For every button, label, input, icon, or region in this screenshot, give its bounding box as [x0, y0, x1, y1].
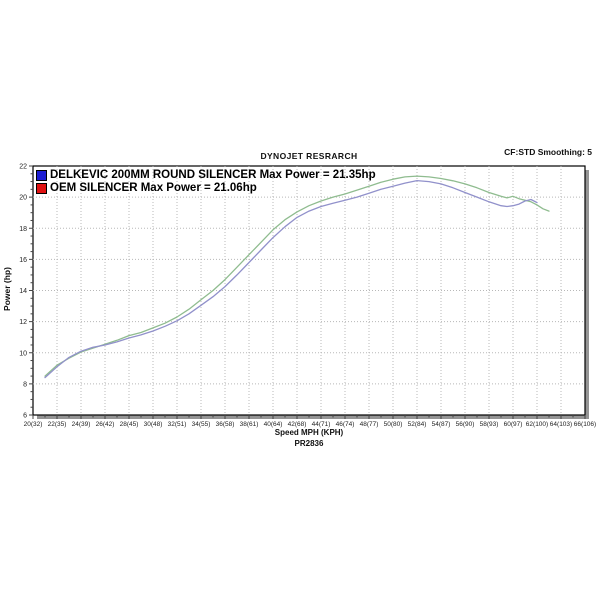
y-tick-label: 16 [19, 257, 27, 264]
correction-smoothing-label: CF:STD Smoothing: 5 [504, 147, 592, 157]
x-tick-label: 26(42) [96, 421, 115, 428]
x-tick-label: 66(106) [574, 421, 596, 428]
x-tick-label: 48(77) [360, 421, 379, 428]
x-tick-label: 56(90) [456, 421, 475, 428]
y-tick-label: 10 [19, 350, 27, 357]
x-tick-label: 58(93) [480, 421, 499, 428]
power-curve-delkevic [44, 175, 550, 377]
x-tick-label: 42(68) [288, 421, 307, 428]
x-tick-label: 44(71) [312, 421, 331, 428]
x-tick-label: 36(58) [216, 421, 235, 428]
x-tick-label: 20(32) [24, 421, 43, 428]
legend-item-oem: OEM SILENCER Max Power = 21.06hp [36, 182, 376, 195]
delkevic-legend-color-swatch [36, 170, 47, 181]
chart-title: DYNOJET RESRARCH [260, 151, 358, 161]
x-tick-label: 54(87) [432, 421, 451, 428]
x-tick-label: 30(48) [144, 421, 163, 428]
x-tick-label: 38(61) [240, 421, 259, 428]
y-tick-label: 22 [19, 164, 27, 171]
y-tick-label: 18 [19, 226, 27, 233]
legend-item-delkevic: DELKEVIC 200MM ROUND SILENCER Max Power … [36, 169, 376, 182]
x-tick-label: 52(84) [408, 421, 427, 428]
x-tick-label: 64(103) [550, 421, 572, 428]
y-tick-label: 14 [19, 288, 27, 295]
x-tick-label: 46(74) [336, 421, 355, 428]
power-curve-oem [44, 179, 538, 379]
x-tick-label: 40(64) [264, 421, 283, 428]
oem-legend-color-swatch [36, 183, 47, 194]
x-tick-label: 22(35) [48, 421, 67, 428]
x-tick-label: 50(80) [384, 421, 403, 428]
y-tick-label: 6 [23, 413, 27, 420]
x-tick-label: 24(39) [72, 421, 91, 428]
delkevic-legend-label: DELKEVIC 200MM ROUND SILENCER Max Power … [50, 169, 376, 181]
x-tick-label: 60(97) [504, 421, 523, 428]
run-number-label: PR2836 [294, 439, 324, 448]
y-tick-label: 12 [19, 319, 27, 326]
x-tick-label: 34(55) [192, 421, 211, 428]
x-axis-title: Speed MPH (KPH) [274, 428, 344, 437]
y-tick-label: 20 [19, 195, 27, 202]
legend: DELKEVIC 200MM ROUND SILENCER Max Power … [36, 169, 376, 195]
x-tick-label: 32(51) [168, 421, 187, 428]
x-tick-label: 62(100) [526, 421, 548, 428]
x-tick-label: 28(45) [120, 421, 139, 428]
oem-legend-label: OEM SILENCER Max Power = 21.06hp [50, 182, 257, 194]
y-tick-label: 8 [23, 381, 27, 388]
plot-area: 20(32) 22(35) 24(39) 26(42) 28(45) 30(48) 32(5… [19, 164, 596, 429]
